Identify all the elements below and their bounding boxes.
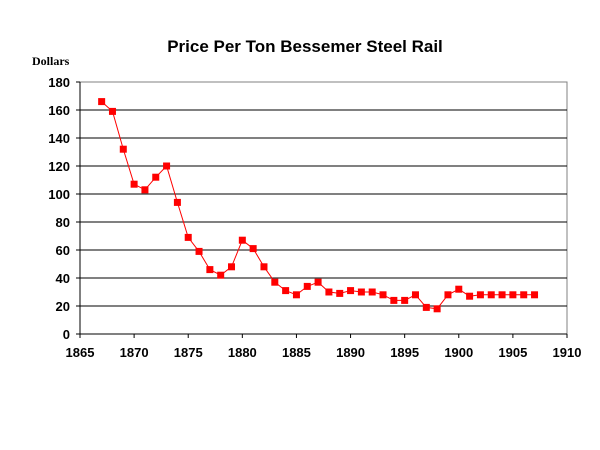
data-point — [173, 198, 181, 206]
x-tick-label: 1870 — [120, 345, 149, 360]
data-point — [411, 291, 419, 299]
data-point — [509, 291, 517, 299]
data-point — [141, 186, 149, 194]
y-tick-label: 180 — [48, 75, 70, 90]
x-tick-label: 1885 — [282, 345, 311, 360]
y-tick-label: 100 — [48, 187, 70, 202]
x-tick-label: 1910 — [553, 345, 582, 360]
data-point — [531, 291, 539, 299]
y-tick-label: 0 — [63, 327, 70, 342]
data-point — [314, 278, 322, 286]
data-point — [444, 291, 452, 299]
data-point — [379, 291, 387, 299]
data-point — [498, 291, 506, 299]
data-point — [184, 233, 192, 241]
data-point — [476, 291, 484, 299]
data-point — [98, 98, 106, 106]
y-tick-label: 120 — [48, 159, 70, 174]
data-point — [163, 162, 171, 170]
data-point — [282, 287, 290, 295]
data-point — [217, 271, 225, 279]
y-tick-label: 20 — [56, 299, 70, 314]
data-point — [401, 296, 409, 304]
x-tick-label: 1895 — [390, 345, 419, 360]
data-point — [487, 291, 495, 299]
tick-labels: 0 20 40 60 80 100 120 140 160 180 1865 1870 1875 1880… — [48, 75, 581, 360]
data-point — [455, 285, 463, 293]
x-tick-label: 1900 — [444, 345, 473, 360]
data-point — [260, 263, 268, 271]
data-point — [152, 173, 160, 181]
axes — [76, 81, 568, 338]
x-tick-label: 1880 — [228, 345, 257, 360]
data-point — [271, 278, 279, 286]
gridlines — [80, 109, 567, 307]
data-point — [195, 247, 203, 255]
y-tick-label: 140 — [48, 131, 70, 146]
data-point — [433, 305, 441, 313]
data-point — [520, 291, 528, 299]
data-point — [368, 288, 376, 296]
data-point — [292, 291, 300, 299]
y-tick-label: 160 — [48, 103, 70, 118]
data-point — [228, 263, 236, 271]
data-point — [466, 292, 474, 300]
data-point — [422, 303, 430, 311]
data-point — [130, 180, 138, 188]
x-tick-label: 1865 — [66, 345, 95, 360]
x-tick-label: 1875 — [174, 345, 203, 360]
x-tick-label: 1905 — [498, 345, 527, 360]
series — [98, 98, 539, 313]
data-point — [390, 296, 398, 304]
chart-title: Price Per Ton Bessemer Steel Rail — [167, 37, 443, 56]
data-point — [357, 288, 365, 296]
data-point — [206, 266, 214, 274]
data-point — [249, 245, 257, 253]
data-point — [347, 287, 355, 295]
y-tick-label: 60 — [56, 243, 70, 258]
y-tick-label: 40 — [56, 271, 70, 286]
y-axis-label: Dollars — [32, 54, 70, 68]
data-point — [119, 145, 127, 153]
data-point — [108, 107, 116, 115]
x-tick-label: 1890 — [336, 345, 365, 360]
data-point — [303, 282, 311, 290]
data-point — [336, 289, 344, 297]
plot-area — [79, 81, 568, 335]
y-tick-label: 80 — [56, 215, 70, 230]
data-point — [238, 236, 246, 244]
data-point — [325, 288, 333, 296]
